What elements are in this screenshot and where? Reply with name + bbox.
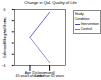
html-text:Change in QoL Quality of Life: Change in QoL Quality of Life bbox=[24, 0, 77, 5]
svg-text:Age (Dichotomized): Age (Dichotomized) bbox=[25, 71, 55, 75]
html-text:Control: Control bbox=[80, 27, 92, 31]
html-text:Study Condition: Study Condition bbox=[74, 12, 90, 21]
svg-text:Estimated Marginal Means: Estimated Marginal Means bbox=[3, 17, 7, 58]
html-text:Intervention: Intervention bbox=[80, 22, 99, 26]
svg-text:−4: −4 bbox=[1, 64, 5, 68]
svg-text:6: 6 bbox=[3, 8, 5, 12]
